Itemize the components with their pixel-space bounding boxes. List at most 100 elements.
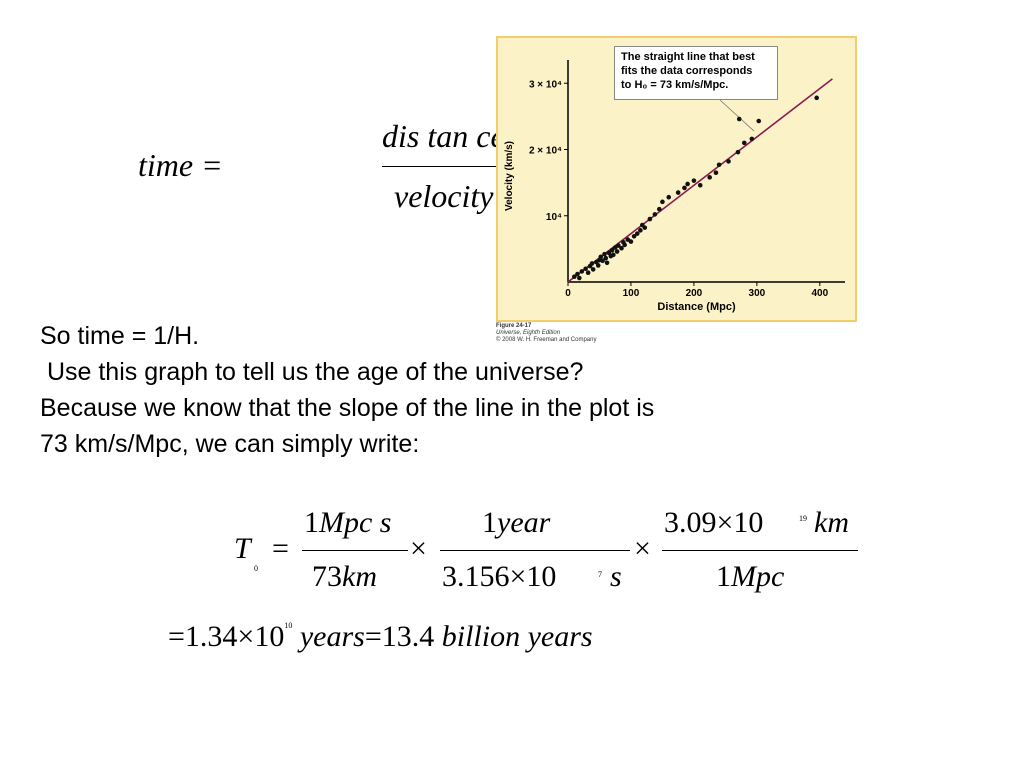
data-point	[579, 269, 585, 274]
x-tick-label: 400	[811, 288, 828, 299]
data-point	[685, 181, 690, 187]
data-point	[577, 275, 582, 281]
fraction3-denominator: 1Mpc	[716, 560, 785, 593]
y-axis-label: Velocity (km/s)	[504, 141, 515, 211]
chart-marks	[567, 78, 833, 283]
x-tick-label: 100	[623, 288, 640, 299]
x-axis-label: Distance (Mpc)	[657, 301, 736, 313]
data-point	[642, 225, 648, 230]
age-equation: T 0 = 1Mpc s 73km × 1year 3.156×10 7 s ×…	[232, 500, 872, 610]
hubble-plot-figure: 0 100 200 300 400 10⁴ 2 × 10⁴ 3 × 10⁴ Distance (…	[496, 36, 857, 322]
data-point	[604, 260, 610, 266]
y-tick-label: 10⁴	[546, 212, 562, 223]
fraction2-bar	[440, 550, 630, 552]
x-tick-label: 300	[749, 288, 766, 299]
data-point	[603, 255, 609, 261]
data-point	[756, 118, 762, 124]
y-tick-label: 3 × 10⁴	[529, 79, 562, 90]
hubble-chart: 0 100 200 300 400 10⁴ 2 × 10⁴ 3 × 10⁴ Distance (…	[504, 60, 845, 313]
equals-sign: =	[272, 532, 289, 565]
data-point	[609, 247, 615, 253]
data-point	[741, 140, 747, 146]
data-point	[682, 185, 687, 191]
data-point	[595, 263, 601, 268]
distance-numerator: dis tan ce	[382, 118, 505, 154]
data-point	[602, 251, 607, 257]
data-point	[814, 95, 819, 101]
data-point	[735, 149, 741, 155]
data-point	[691, 178, 697, 183]
figure-book: Universe, Eighth Edition	[496, 330, 561, 336]
chart-axes	[564, 60, 845, 286]
fraction3-numerator: 3.09×10	[664, 506, 764, 539]
data-point	[631, 233, 637, 239]
fraction1-numerator: 1Mpc s	[304, 506, 392, 539]
figure-number: Figure 24-17	[496, 323, 532, 329]
callout-pointer	[719, 99, 755, 132]
data-point	[736, 116, 742, 122]
figure-caption: Figure 24-17 Universe, Eighth Edition © …	[496, 323, 596, 344]
data-point	[575, 271, 580, 277]
result-equation: =1.34×1010 years=13.4 billion years	[168, 620, 593, 654]
y-tick-label: 2 × 10⁴	[529, 146, 562, 157]
fraction3-exponent: 19	[799, 514, 807, 523]
data-point	[616, 243, 621, 248]
para-line-4: 73 km/s/Mpc, we can simply write:	[40, 430, 420, 458]
times-sign-2: ×	[634, 532, 651, 565]
data-point	[697, 182, 703, 188]
data-point	[647, 216, 653, 222]
data-point	[749, 136, 755, 142]
data-point	[726, 159, 731, 164]
explanation-text: So time = 1/H. Use this graph to tell us…	[40, 318, 920, 462]
data-point	[638, 228, 643, 233]
data-point	[611, 252, 616, 258]
data-point	[666, 194, 672, 200]
data-point	[675, 190, 681, 195]
para-line-3: Because we know that the slope of the li…	[40, 394, 655, 422]
t-symbol: T	[234, 532, 251, 565]
data-point	[716, 162, 722, 168]
result-equals-2: =	[364, 620, 382, 653]
fraction3-unit: km	[814, 506, 849, 539]
data-point	[583, 266, 588, 272]
fraction3-bar	[662, 550, 858, 552]
time-equation: time = dis tan ce velocity	[138, 118, 524, 218]
data-point	[622, 242, 627, 248]
fraction-bar	[382, 166, 524, 168]
fraction1-bar	[302, 550, 408, 552]
callout-line-1: The straight line that best	[621, 51, 755, 63]
time-lhs: time =	[138, 147, 223, 183]
fraction2-numerator: 1year	[482, 506, 551, 539]
result-years-unit-2: years	[527, 620, 593, 653]
data-point	[628, 239, 634, 244]
times-sign-1: ×	[410, 532, 427, 565]
data-point	[585, 270, 591, 276]
data-point	[619, 245, 624, 251]
data-point	[656, 206, 662, 212]
result-value: 1.34×10	[184, 620, 285, 653]
fit-callout-box: The straight line that best fits the dat…	[614, 46, 778, 100]
data-point	[590, 267, 596, 272]
data-point	[598, 254, 604, 260]
data-point	[600, 258, 605, 264]
data-point	[713, 170, 719, 175]
para-line-1: So time = 1/H.	[40, 322, 200, 350]
data-point	[589, 261, 595, 266]
fraction2-unit: s	[610, 560, 622, 593]
data-point	[634, 231, 640, 236]
x-tick-label: 0	[565, 288, 571, 299]
fraction2-denominator: 3.156×10	[442, 560, 557, 593]
data-point	[652, 212, 658, 217]
result-exponent: 10	[284, 621, 293, 630]
data-point	[660, 199, 665, 205]
callout-line-2: fits the data corresponds	[621, 65, 753, 77]
result-billion: billion	[441, 620, 521, 653]
result-years-unit: years	[299, 620, 365, 653]
result-value-2: 13.4	[381, 620, 435, 653]
data-point	[571, 274, 577, 279]
fraction2-exponent: 7	[598, 570, 602, 579]
callout-line-3: to H₀ = 73 km/s/Mpc.	[621, 79, 729, 91]
fraction1-denominator: 73km	[312, 560, 377, 593]
para-line-2: Use this graph to tell us the age of the…	[40, 358, 584, 386]
velocity-denominator: velocity	[394, 178, 494, 214]
